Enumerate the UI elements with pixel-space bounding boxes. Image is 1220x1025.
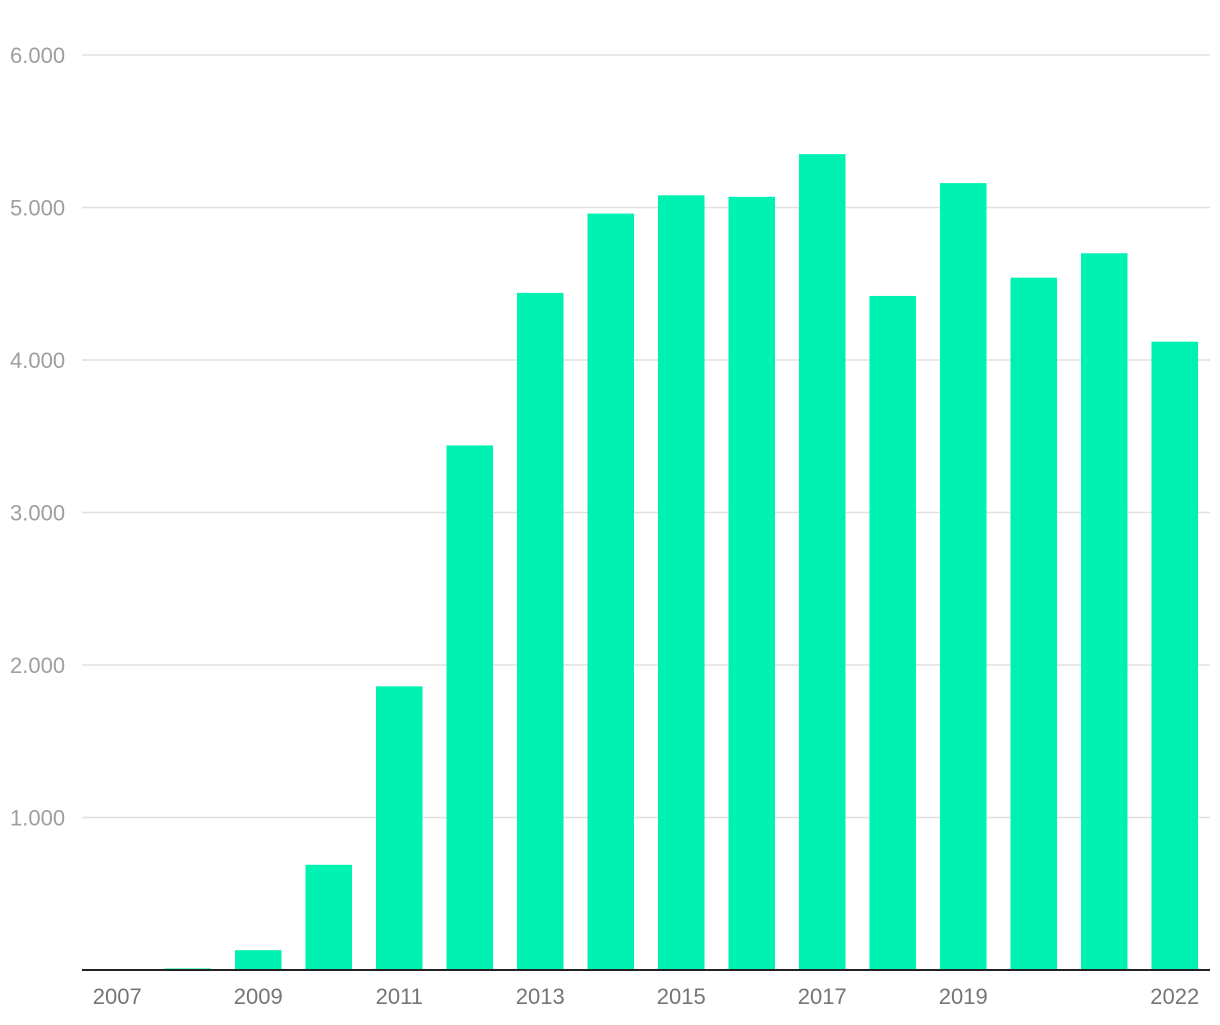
y-axis-ticks: 1.000 2.000 3.000 4.000 5.000 6.000 xyxy=(10,43,65,831)
y-tick-label: 6.000 xyxy=(10,43,65,68)
bar-2012 xyxy=(446,445,494,970)
bar-2019 xyxy=(939,183,987,971)
bar-2011 xyxy=(375,686,423,970)
bar-2021 xyxy=(1080,253,1128,970)
x-tick-label: 2007 xyxy=(93,984,142,1009)
x-tick-label: 2019 xyxy=(939,984,988,1009)
x-tick-label: 2011 xyxy=(376,984,423,1009)
y-tick-label: 4.000 xyxy=(10,348,65,373)
bar-2010 xyxy=(305,864,353,970)
y-tick-label: 5.000 xyxy=(10,196,65,221)
bar-2009 xyxy=(234,950,282,970)
bar-2018 xyxy=(869,295,917,970)
bar-2014 xyxy=(587,213,635,971)
x-axis-ticks: 2007 2009 2011 2013 2015 2017 2019 2022 xyxy=(93,984,1199,1009)
y-tick-label: 2.000 xyxy=(10,653,65,678)
y-tick-label: 1.000 xyxy=(10,806,65,831)
bar-2017 xyxy=(798,154,846,970)
bars xyxy=(164,154,1199,971)
x-tick-label: 2009 xyxy=(234,984,283,1009)
bar-2020 xyxy=(1010,277,1058,970)
bar-2013 xyxy=(516,292,564,970)
x-tick-label: 2013 xyxy=(516,984,565,1009)
bar-2015 xyxy=(657,195,705,971)
x-tick-label: 2017 xyxy=(798,984,847,1009)
x-tick-label: 2022 xyxy=(1150,984,1199,1009)
bar-2022 xyxy=(1151,341,1199,970)
y-tick-label: 3.000 xyxy=(10,501,65,526)
bar-2016 xyxy=(728,196,776,970)
x-tick-label: 2015 xyxy=(657,984,706,1009)
